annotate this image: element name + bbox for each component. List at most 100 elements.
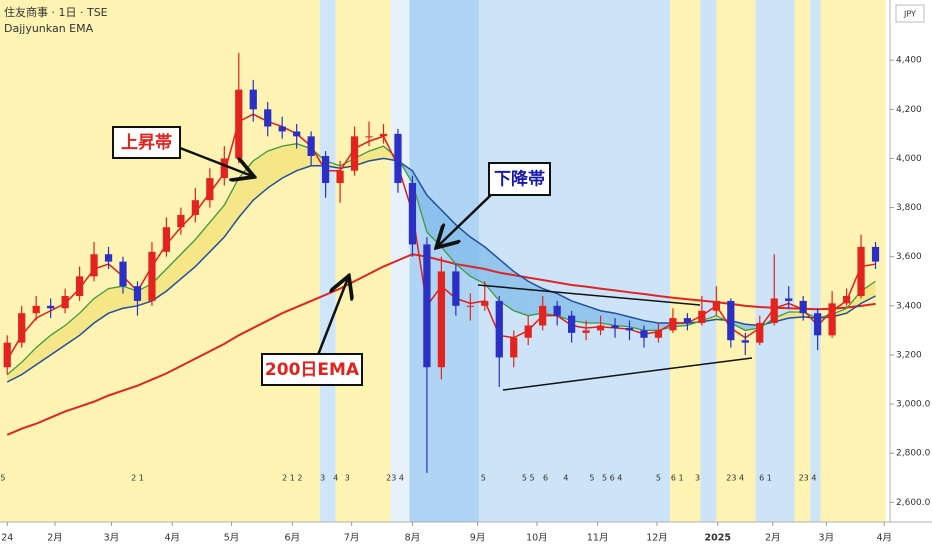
candle-body [539, 305, 547, 326]
candle-body [712, 300, 720, 311]
event-label: 23 4 [386, 474, 404, 483]
candle-body [177, 214, 185, 228]
event-label: 5 5 [522, 474, 535, 483]
candle-body [654, 330, 663, 338]
annotations: 住友商事 · 1日 · TSE Dajjyunkan EMA 上昇帯 下降帯 2… [4, 5, 753, 391]
candle-body [524, 325, 532, 338]
ema-fill [94, 288, 109, 324]
y-tick-label: 4,400 [896, 56, 922, 66]
x-tick-label: 11月 [587, 533, 609, 544]
trend-band [0, 0, 320, 522]
ema-fill [499, 259, 514, 311]
trend-band [670, 0, 701, 522]
background-bands [0, 0, 886, 522]
candle-body [104, 254, 113, 262]
event-label: 5 [481, 474, 486, 483]
candle-body [495, 300, 503, 358]
candle-body [307, 136, 315, 156]
candle-body [408, 183, 417, 245]
x-tick-label: 10月 [526, 533, 548, 544]
x-tick-label: 3月 [104, 533, 120, 544]
ema-fill [36, 335, 51, 365]
candle-body [162, 227, 171, 252]
trendline-upper [477, 284, 701, 306]
trend-band [755, 0, 795, 522]
trend-band [390, 0, 410, 522]
candle-body [32, 305, 40, 314]
candle-body [3, 342, 11, 368]
annotation: 上昇帯 [121, 132, 172, 153]
ema-fill [267, 146, 283, 188]
event-label: 3 [320, 474, 325, 483]
candle-body [741, 340, 749, 343]
y-tick-label: 3,000.0 [896, 400, 931, 410]
candle-body [842, 296, 851, 304]
x-tick-label: 2月 [47, 533, 63, 544]
x-tick-label: 3月 [819, 533, 835, 544]
trend-band [335, 0, 391, 522]
event-label: 5 [589, 474, 594, 483]
annotation-box [488, 162, 551, 196]
ema-fill [282, 143, 297, 179]
event-label: 5 [0, 474, 5, 483]
trendline-lower [502, 357, 753, 391]
candle-body [553, 305, 561, 316]
event-label: 5 6 4 [602, 474, 622, 483]
x-tick-label: 8月 [405, 533, 421, 544]
ema-fill [79, 298, 95, 336]
candle-body [698, 310, 706, 324]
trend-band [810, 0, 821, 522]
y-tick-label: 2,800.0 [896, 449, 931, 459]
ema-fill [7, 362, 22, 382]
currency: JPY [903, 10, 916, 19]
candle-body [452, 271, 460, 306]
y-tick-label: 3,600 [896, 252, 922, 262]
ema-fill [108, 286, 124, 314]
candle-body [683, 318, 692, 324]
candle-body [148, 251, 156, 301]
event-label: 23 4 [799, 474, 817, 483]
candle-body [47, 305, 55, 309]
event-label: 3 [345, 474, 350, 483]
candle-body [365, 136, 373, 138]
event-label: 2 1 2 [282, 474, 302, 483]
candle-body [510, 337, 518, 358]
arrow [179, 146, 252, 176]
ema-fill [470, 237, 485, 284]
event-label: 4 [333, 474, 338, 483]
y-tick-label: 3,200 [896, 350, 922, 360]
candle-body [293, 131, 301, 137]
candle-body [828, 303, 836, 336]
candle-body [350, 136, 359, 171]
trend-band [716, 0, 756, 522]
y-tick-label: 4,200 [896, 105, 922, 115]
candle-body [336, 170, 344, 184]
x-tick-label: 24 [1, 533, 13, 544]
currency-box [895, 4, 925, 23]
candle-body [321, 155, 330, 184]
candle-body [206, 178, 214, 201]
candle-body [756, 323, 764, 343]
candle-body [235, 89, 243, 159]
y-tick-label: 3,800 [896, 203, 922, 213]
y-tick-label: 2,600.0 [896, 498, 931, 508]
candle-body [596, 325, 605, 331]
arrow [316, 278, 348, 356]
x-tick-label: 4月 [876, 533, 892, 544]
candle-body [75, 276, 84, 297]
candle-body [669, 318, 677, 331]
x-tick-label: 2月 [765, 533, 781, 544]
event-label: 6 [543, 474, 548, 483]
ema-fill [21, 347, 37, 375]
event-label: 4 [563, 474, 568, 483]
candle-body [727, 300, 735, 341]
candle-body [18, 313, 26, 343]
candle-body [871, 246, 880, 262]
candle-body [481, 300, 489, 306]
event-label: 3 [695, 474, 700, 483]
candle-body [249, 89, 257, 110]
candle-body [770, 298, 778, 324]
event-label: 6 1 [759, 474, 772, 483]
